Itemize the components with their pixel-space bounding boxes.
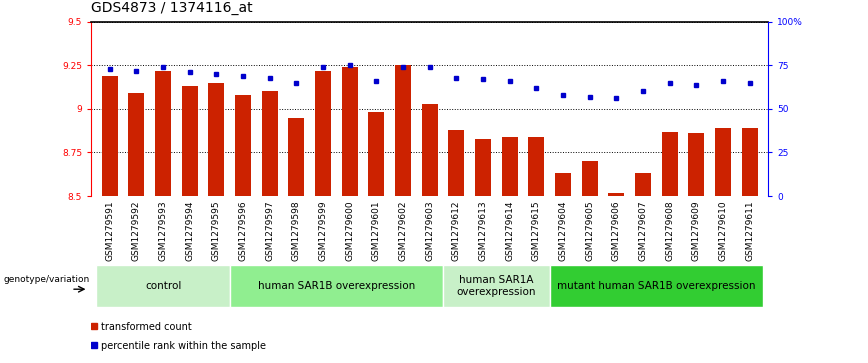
Bar: [448, 130, 464, 196]
Bar: [208, 83, 225, 196]
Text: percentile rank within the sample: percentile rank within the sample: [101, 341, 266, 351]
Bar: [443, 265, 549, 307]
Bar: [555, 174, 571, 196]
Bar: [288, 118, 305, 196]
Bar: [635, 174, 651, 196]
Bar: [715, 128, 731, 196]
Bar: [262, 91, 278, 196]
Text: mutant human SAR1B overexpression: mutant human SAR1B overexpression: [557, 281, 755, 291]
Bar: [549, 265, 763, 307]
Bar: [128, 93, 144, 196]
Bar: [688, 133, 704, 196]
Text: GSM1279591: GSM1279591: [105, 201, 115, 261]
Text: GSM1279595: GSM1279595: [212, 201, 221, 261]
Text: GSM1279601: GSM1279601: [372, 201, 381, 261]
Text: GSM1279604: GSM1279604: [558, 201, 568, 261]
Bar: [155, 70, 171, 196]
Bar: [315, 70, 331, 196]
Text: GSM1279598: GSM1279598: [292, 201, 301, 261]
Text: GSM1279596: GSM1279596: [239, 201, 247, 261]
Text: transformed count: transformed count: [101, 322, 192, 332]
Text: GSM1279603: GSM1279603: [425, 201, 434, 261]
Bar: [608, 192, 624, 196]
Bar: [661, 131, 678, 196]
Bar: [529, 137, 544, 196]
Bar: [475, 139, 491, 196]
Text: GSM1279599: GSM1279599: [319, 201, 327, 261]
Text: GSM1279597: GSM1279597: [266, 201, 274, 261]
Bar: [395, 65, 411, 196]
Text: GSM1279606: GSM1279606: [612, 201, 621, 261]
Bar: [181, 86, 198, 196]
Text: GSM1279600: GSM1279600: [345, 201, 354, 261]
Bar: [230, 265, 443, 307]
Text: GSM1279615: GSM1279615: [532, 201, 541, 261]
Text: GSM1279594: GSM1279594: [185, 201, 194, 261]
Text: GSM1279614: GSM1279614: [505, 201, 514, 261]
Bar: [235, 95, 251, 196]
Text: human SAR1B overexpression: human SAR1B overexpression: [258, 281, 415, 291]
Text: GSM1279613: GSM1279613: [478, 201, 488, 261]
Text: GSM1279602: GSM1279602: [398, 201, 407, 261]
Bar: [96, 265, 230, 307]
Text: GSM1279610: GSM1279610: [719, 201, 727, 261]
Text: GSM1279593: GSM1279593: [159, 201, 168, 261]
Text: GSM1279607: GSM1279607: [638, 201, 648, 261]
Text: control: control: [145, 281, 181, 291]
Text: GSM1279611: GSM1279611: [745, 201, 754, 261]
Bar: [741, 128, 758, 196]
Bar: [502, 137, 517, 196]
Bar: [102, 76, 118, 196]
Bar: [422, 104, 437, 196]
Text: GSM1279605: GSM1279605: [585, 201, 594, 261]
Bar: [368, 113, 385, 196]
Text: GSM1279608: GSM1279608: [665, 201, 674, 261]
Bar: [342, 67, 358, 196]
Text: human SAR1A
overexpression: human SAR1A overexpression: [457, 275, 536, 297]
Text: GSM1279612: GSM1279612: [452, 201, 461, 261]
Text: GSM1279592: GSM1279592: [132, 201, 141, 261]
Bar: [582, 161, 597, 196]
Text: GDS4873 / 1374116_at: GDS4873 / 1374116_at: [91, 1, 253, 15]
Text: GSM1279609: GSM1279609: [692, 201, 700, 261]
Text: genotype/variation: genotype/variation: [3, 275, 90, 284]
